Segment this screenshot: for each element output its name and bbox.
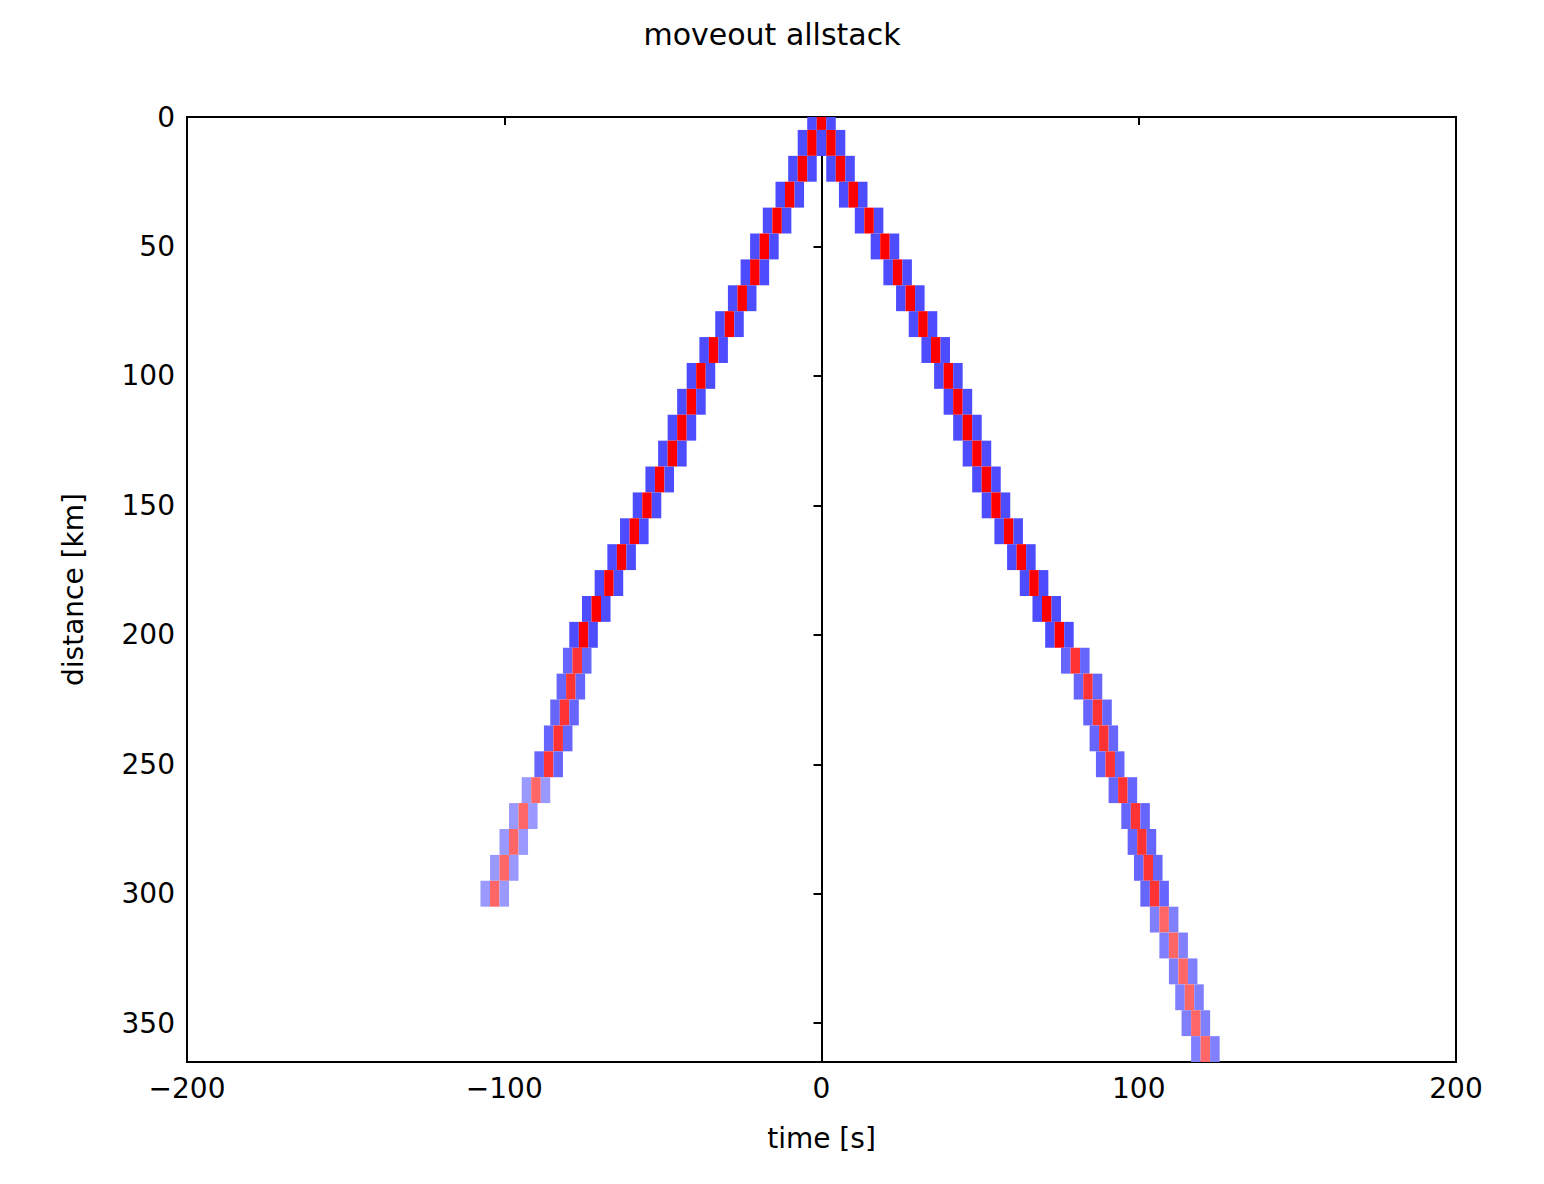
svg-text:0: 0 (813, 1072, 831, 1105)
svg-text:150: 150 (122, 489, 175, 522)
svg-text:−100: −100 (466, 1072, 543, 1105)
svg-text:100: 100 (1112, 1072, 1165, 1105)
svg-text:time [s]: time [s] (767, 1122, 876, 1155)
svg-text:distance [km]: distance [km] (57, 493, 90, 686)
svg-text:300: 300 (122, 877, 175, 910)
svg-text:350: 350 (122, 1007, 175, 1040)
svg-text:50: 50 (139, 230, 175, 263)
svg-text:200: 200 (1429, 1072, 1482, 1105)
svg-text:moveout allstack: moveout allstack (643, 17, 901, 52)
svg-text:200: 200 (122, 618, 175, 651)
svg-text:−200: −200 (149, 1072, 226, 1105)
svg-text:100: 100 (122, 359, 175, 392)
svg-text:0: 0 (157, 101, 175, 134)
svg-text:250: 250 (122, 748, 175, 781)
